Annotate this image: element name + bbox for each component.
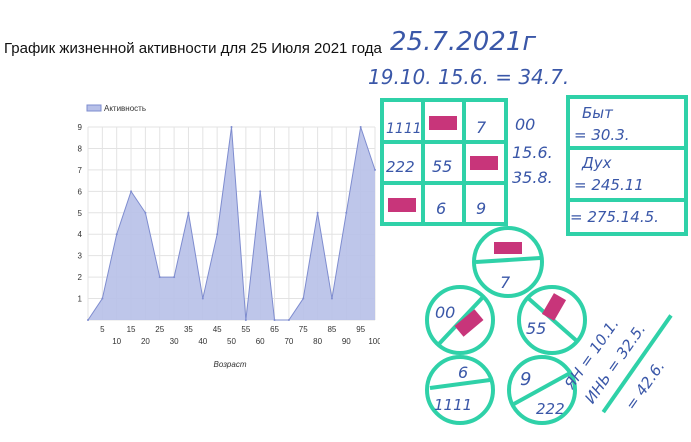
circle-value-6: 6	[458, 363, 468, 382]
data-point	[345, 211, 348, 214]
y-tick-label: 1	[78, 295, 83, 304]
x-tick-label: 80	[313, 337, 322, 346]
x-tick-label: 60	[256, 337, 265, 346]
y-tick-label: 5	[78, 209, 83, 218]
grid-empty-markers	[388, 116, 498, 212]
spirit-value: = 245.11	[574, 176, 644, 194]
data-point	[273, 319, 276, 321]
x-tick-label: 95	[356, 325, 365, 334]
x-tick-label: 15	[127, 325, 136, 334]
x-tick-label: 35	[184, 325, 193, 334]
body-label: Быт	[582, 104, 614, 122]
y-tick-label: 8	[78, 144, 83, 153]
side-number-3: 35.8.	[512, 168, 553, 187]
grid-cell-9: 9	[476, 199, 486, 218]
circle-values: 7 00 55 6 1111 9 222	[434, 273, 565, 418]
x-tick-label: 70	[284, 337, 293, 346]
chart-series	[87, 126, 376, 321]
circle-value-9: 9	[520, 369, 531, 390]
data-point	[158, 276, 161, 279]
data-point	[144, 211, 147, 214]
data-point	[287, 319, 290, 321]
x-tick-label: 30	[170, 337, 179, 346]
y-tick-label: 3	[78, 252, 83, 261]
body-value: = 30.3.	[574, 126, 630, 144]
y-tick-label: 7	[78, 166, 83, 175]
y-tick-label: 2	[78, 273, 83, 282]
data-point	[302, 297, 305, 300]
x-tick-label: 50	[227, 337, 236, 346]
handwritten-date: 25.7.2021г	[390, 27, 536, 57]
x-tick-label: 65	[270, 325, 279, 334]
chart-legend: Активность	[86, 104, 146, 113]
y-tick-label: 6	[78, 187, 83, 196]
x-tick-label: 25	[155, 325, 164, 334]
data-point	[115, 233, 118, 236]
x-axis-title: Возраст	[214, 360, 247, 369]
y-tick-label: 9	[78, 123, 83, 132]
x-tick-label: 20	[141, 337, 150, 346]
grid-cell-3: 7	[476, 118, 487, 137]
data-point	[359, 126, 362, 128]
data-point	[173, 276, 176, 279]
data-point	[201, 297, 204, 300]
circle-value-1111: 1111	[434, 396, 472, 414]
x-tick-label: 55	[241, 325, 250, 334]
data-point	[330, 297, 333, 300]
y-tick-label: 4	[78, 230, 83, 239]
legend-swatch	[86, 104, 102, 112]
circle-value-7: 7	[500, 273, 511, 292]
grid-cell-1: 1111	[386, 121, 422, 137]
grid-cell-values: 1111 7 222 55 6 9	[386, 118, 487, 218]
handwritten-calc: 19.10. 15.6. = 34.7.	[368, 65, 569, 89]
side-number-2: 15.6.	[512, 143, 553, 162]
data-point	[87, 319, 89, 321]
circle-value-55: 55	[526, 319, 546, 338]
yin-yang-total: = 42.6.	[622, 358, 669, 414]
x-tick-label: 40	[198, 337, 207, 346]
data-point	[316, 211, 319, 214]
data-point	[374, 168, 376, 171]
yin-yang-calc: ЯН = 10.1. ИНЬ = 32.5. = 42.6.	[560, 314, 673, 414]
side-numbers: 00 15.6. 35.8.	[512, 115, 553, 187]
data-point	[130, 190, 133, 193]
data-point	[101, 297, 104, 300]
data-point	[187, 211, 190, 214]
x-tick-label: 45	[213, 325, 222, 334]
legend-label: Активность	[104, 104, 146, 113]
x-tick-label: 90	[342, 337, 351, 346]
circle-value-222: 222	[536, 400, 565, 418]
series-area	[88, 127, 375, 320]
data-point	[244, 319, 247, 321]
x-tick-label: 85	[327, 325, 336, 334]
x-tick-label: 5	[100, 325, 105, 334]
spirit-label: Дух	[581, 154, 612, 172]
handwritten-notes: 25.7.2021г 19.10. 15.6. = 34.7. 1111 7 2…	[368, 27, 688, 425]
grid-cell-4: 222	[386, 158, 415, 176]
data-point	[230, 126, 233, 128]
page-title: График жизненной активности для 25 Июля …	[4, 40, 382, 57]
grid-cell-8: 6	[436, 199, 446, 218]
circle-diagram	[425, 226, 587, 425]
x-tick-label: 75	[299, 325, 308, 334]
x-tick-label: 10	[112, 337, 121, 346]
side-number-1: 00	[515, 115, 535, 134]
grid-cell-5: 55	[432, 157, 452, 176]
x-tick-label: 100	[368, 337, 380, 346]
total-value: = 275.14.5.	[570, 208, 659, 226]
data-point	[259, 190, 262, 193]
psychomatrix-grid	[380, 98, 508, 226]
circle-empty-markers	[454, 242, 567, 337]
circle-value-00: 00	[435, 303, 455, 322]
body-spirit-box	[566, 95, 688, 236]
yin-yang-divider	[601, 314, 673, 414]
data-point	[216, 233, 219, 236]
